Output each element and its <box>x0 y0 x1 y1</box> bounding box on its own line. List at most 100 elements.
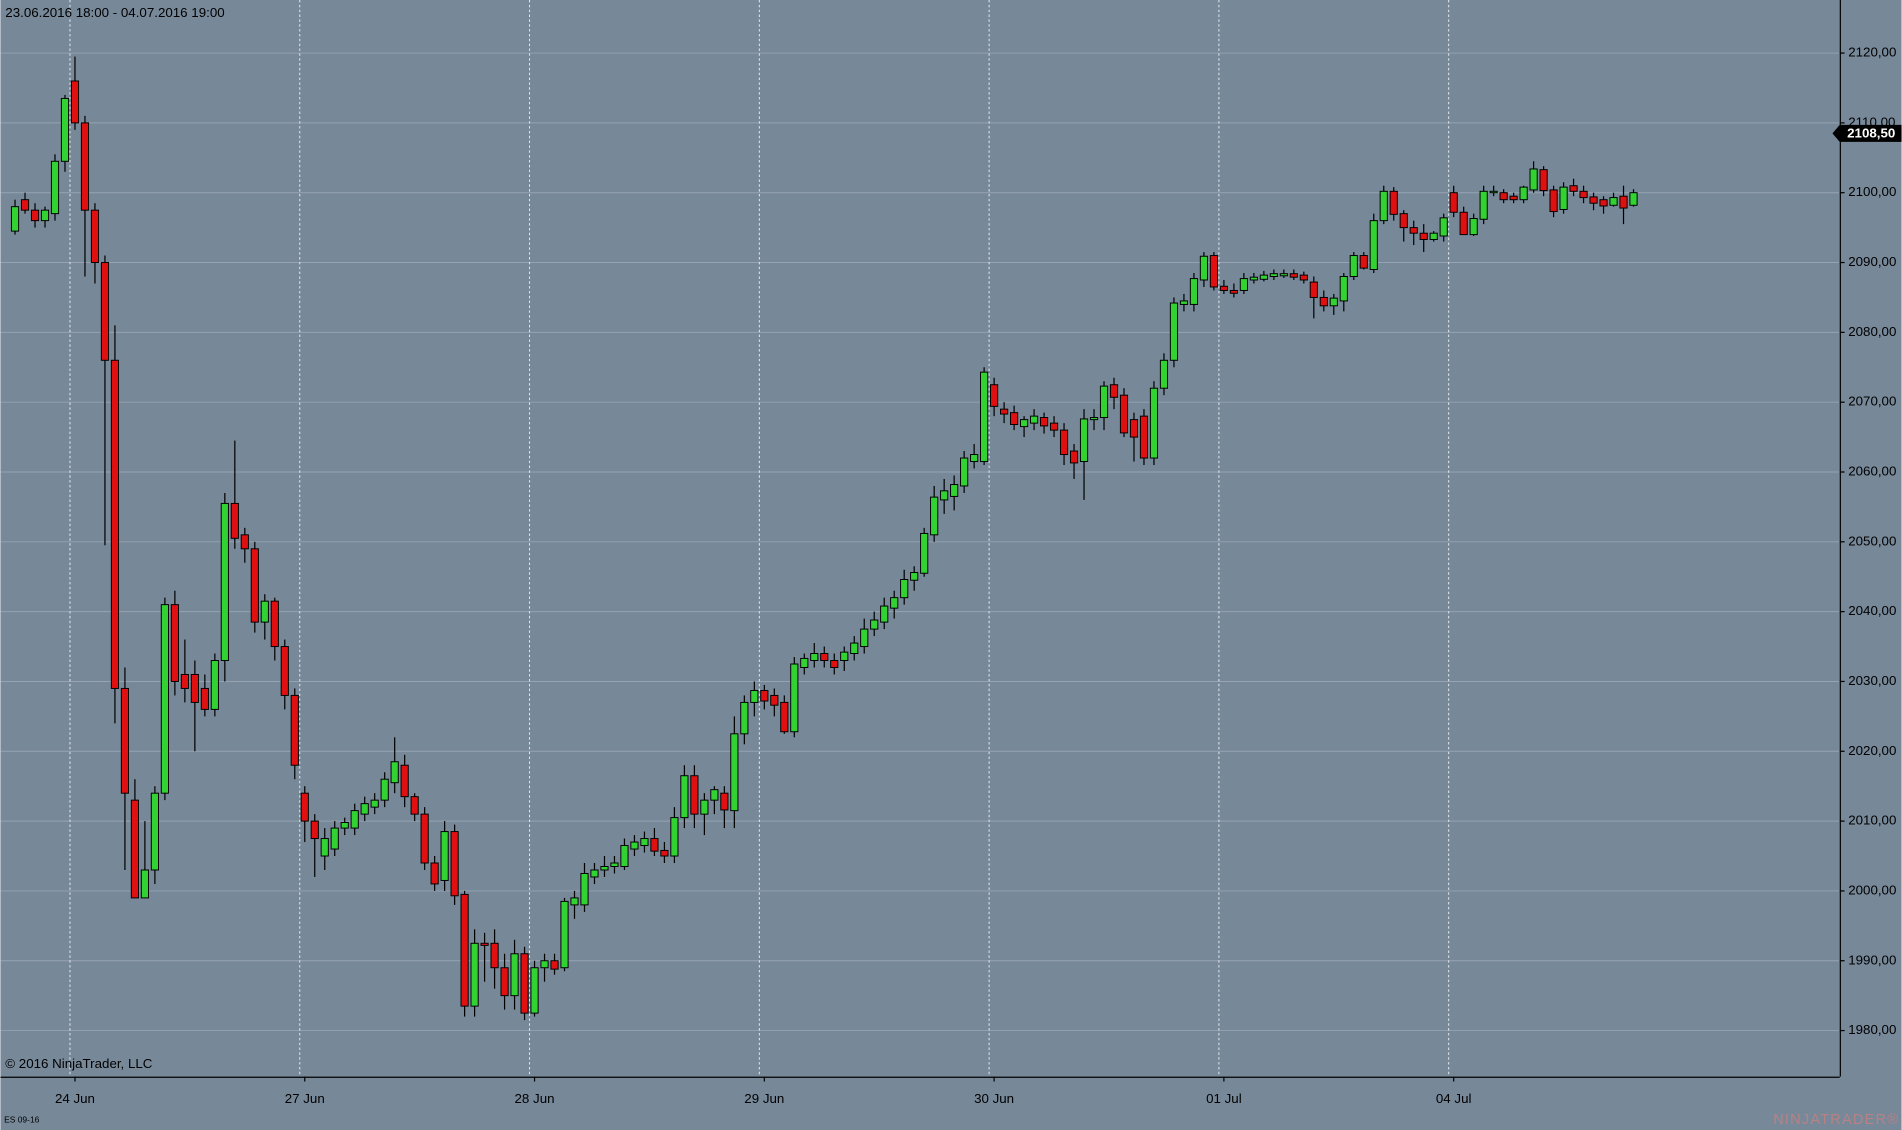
candle-body <box>850 642 859 655</box>
candle-body <box>1379 190 1388 222</box>
candle-body <box>210 660 219 710</box>
candle-body <box>120 687 130 794</box>
candle-body <box>550 960 559 970</box>
candle-body <box>250 548 259 623</box>
candle-body <box>1389 190 1398 215</box>
candle-body <box>820 653 829 661</box>
candle-body <box>490 942 499 969</box>
candle-body <box>260 600 269 623</box>
candle-body <box>340 822 349 829</box>
x-tick-label: 01 Jul <box>1206 1091 1242 1106</box>
candle-body <box>1479 190 1488 220</box>
candle-body <box>1229 289 1238 294</box>
y-tick-label: 2050,00 <box>1848 533 1896 548</box>
candle-body <box>890 597 899 609</box>
candle-body <box>650 838 659 852</box>
candle-body <box>530 967 539 1014</box>
candle-body <box>180 673 189 689</box>
candle-body <box>1599 199 1608 207</box>
candle-body <box>1539 169 1548 192</box>
x-tick-label: 27 Jun <box>285 1091 325 1106</box>
candle-body <box>1279 273 1288 277</box>
candle-body <box>880 605 889 623</box>
candle-body <box>1289 273 1298 278</box>
candle-body <box>920 532 929 574</box>
x-tick-label: 24 Jun <box>55 1091 95 1106</box>
candle-body <box>400 764 409 798</box>
candle-body <box>570 897 579 906</box>
candle-body <box>1249 276 1258 281</box>
candle-body <box>1069 450 1079 464</box>
y-tick-label: 2100,00 <box>1848 184 1896 199</box>
candle-body <box>510 953 519 997</box>
candle-body <box>410 796 419 815</box>
candle-body <box>1099 385 1109 419</box>
candle-body <box>720 792 729 811</box>
y-tick-label: 2020,00 <box>1848 743 1896 758</box>
candle-body <box>390 761 399 784</box>
candle-body <box>320 838 329 857</box>
candle-body <box>1429 232 1438 240</box>
candle-body <box>1299 274 1308 281</box>
chart-title: 23.06.2016 18:00 - 04.07.2016 19:00 <box>5 5 224 20</box>
x-tick-label: 30 Jun <box>974 1091 1014 1106</box>
price-marker-group: 2108,50 <box>1832 124 1902 142</box>
y-tick-label: 2120,00 <box>1848 45 1896 60</box>
y-tick-label: 2010,00 <box>1848 813 1896 828</box>
candle-body <box>1369 220 1378 270</box>
candle-body <box>50 160 60 215</box>
candle-body <box>1169 302 1179 361</box>
candle-body <box>1020 419 1029 428</box>
candle-body <box>970 454 979 463</box>
candle-body <box>1609 197 1618 206</box>
candle-body <box>1419 232 1428 240</box>
candle-body <box>830 660 839 668</box>
candle-body <box>950 484 959 497</box>
candle-body <box>140 869 149 899</box>
candle-body <box>40 209 50 222</box>
y-tick-label: 2000,00 <box>1848 882 1896 897</box>
candle-body <box>980 371 989 463</box>
candle-body <box>110 359 120 689</box>
candle-body <box>900 579 909 599</box>
y-tick-label: 2090,00 <box>1848 254 1896 269</box>
candle-body <box>1189 278 1199 305</box>
axes: 1980,00 1990,00 2000,00 2010,00 2020,00 2030,… <box>55 45 1896 1107</box>
candle-body <box>1000 408 1009 415</box>
price-marker <box>1832 124 1902 142</box>
candle-body <box>600 866 609 871</box>
candle-body <box>620 845 629 867</box>
candle-body <box>200 687 209 710</box>
candle-body <box>80 122 90 211</box>
candle-body <box>330 827 339 850</box>
candle-body <box>350 810 359 829</box>
candle-body <box>1079 418 1089 463</box>
candle-body <box>280 646 289 696</box>
candle-body <box>1469 218 1478 236</box>
x-tick-label: 28 Jun <box>515 1091 555 1106</box>
candle-body <box>1629 192 1638 206</box>
candle-body <box>590 869 599 878</box>
candle-body <box>680 775 689 819</box>
x-tick-label: 29 Jun <box>744 1091 784 1106</box>
candle-body <box>1159 359 1169 389</box>
candle-body <box>170 604 179 682</box>
candle-body <box>230 502 239 539</box>
candle-body <box>940 490 949 501</box>
candle-body <box>1119 394 1129 434</box>
candle-body <box>1519 186 1528 201</box>
candle-body <box>580 872 589 906</box>
candle-body <box>710 789 719 801</box>
candle-body <box>500 967 509 997</box>
candle-body <box>1219 285 1228 291</box>
candle-body <box>20 199 30 211</box>
candle-body <box>1199 255 1208 281</box>
candle-body <box>700 799 709 815</box>
copyright: © 2016 NinjaTrader, LLC <box>5 1056 153 1071</box>
candle-body <box>100 262 110 361</box>
candle-body <box>190 673 199 703</box>
price-marker-label: 2108,50 <box>1847 125 1895 140</box>
candle-body <box>780 701 789 733</box>
candle-body <box>910 572 919 581</box>
candle-body <box>730 733 739 812</box>
